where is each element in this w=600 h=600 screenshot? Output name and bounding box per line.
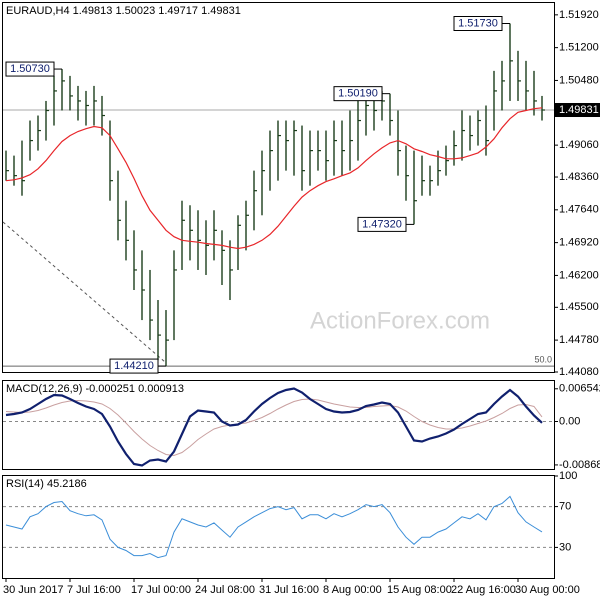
rsi-panel-frame [2,475,555,579]
chart-title: EURAUD,H4 1.49813 1.50023 1.49717 1.4983… [6,5,241,17]
y-tick-label: 1.44080 [559,366,599,378]
x-tick-label: 8 Aug 00:00 [323,584,382,596]
y-tick-label: 1.51920 [559,9,599,21]
annotation-box [5,61,55,77]
y-tick-label: 70 [559,501,571,513]
x-tick-label: 7 Jul 16:00 [67,584,121,596]
x-tick-label: 15 Aug 08:00 [387,584,452,596]
y-tick-label: 1.46920 [559,237,599,249]
macd-panel-frame [2,380,555,470]
y-tick-label: 0.00 [559,415,580,427]
y-tick-label: 1.49060 [559,139,599,151]
moving-average [5,107,543,250]
y-tick-label: 1.51200 [559,42,599,54]
x-tick-label: 17 Jul 00:00 [131,584,191,596]
price-panel-frame [2,2,555,373]
y-tick-label: 100 [559,470,577,482]
y-tick-label: 1.48360 [559,171,599,183]
annotation-box [453,16,503,31]
macd-line [5,387,543,467]
x-tick-label: 30 Aug 00:00 [515,584,580,596]
fib-level-label: 50.0 [534,354,552,364]
y-tick-label: 0.006542 [559,383,600,395]
last-price-box [555,103,600,118]
x-tick-label: 22 Aug 16:00 [451,584,516,596]
annotation-box [357,216,407,232]
y-tick-label: 1.44780 [559,334,599,346]
last-price-label: 1.49831 [559,104,599,116]
annotation-label: 1.47320 [362,218,402,230]
x-tick-label: 24 Jul 08:00 [195,584,255,596]
y-tick-label: 1.45500 [559,301,599,313]
annotation-label: 1.51730 [458,17,498,29]
annotation-label: 1.44210 [114,360,154,372]
watermark: ActionForex.com [310,307,490,334]
y-tick-label: 1.46200 [559,269,599,281]
annotation-label: 1.50730 [10,63,50,75]
y-tick-label: 30 [559,541,571,553]
y-tick-label: 1.50480 [559,74,599,86]
macd-label: MACD(12,26,9) -0.000251 0.000913 [6,383,184,395]
rsi-line [5,495,543,559]
x-tick-label: 31 Jul 16:00 [259,584,319,596]
annotation-label: 1.50190 [338,88,378,100]
y-tick-label: 1.47640 [559,204,599,216]
annotation-box [333,86,383,102]
x-tick-label: 30 Jun 2017 [3,584,64,596]
annotation-box [109,358,159,374]
y-tick-label: -0.008684 [559,459,600,471]
rsi-label: RSI(14) 45.2186 [6,478,87,490]
